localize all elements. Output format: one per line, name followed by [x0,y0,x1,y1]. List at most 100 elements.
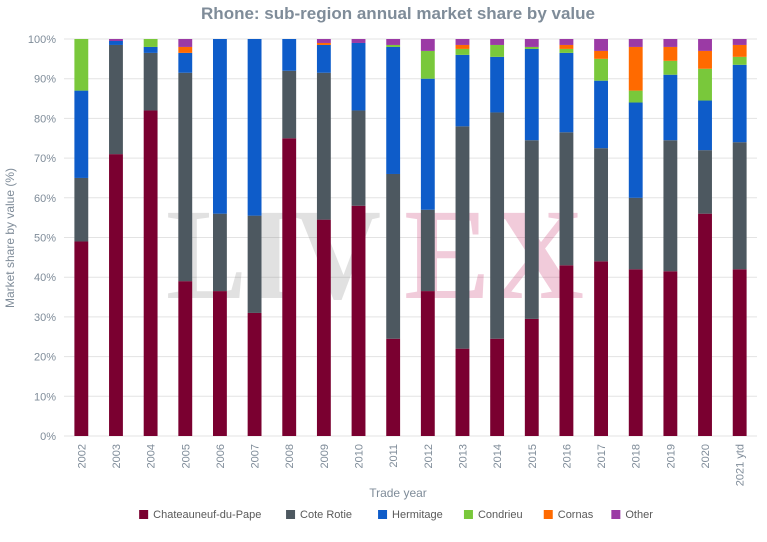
bar-condrieu-2014 [490,44,505,57]
bar-cote-rotie-2008 [282,70,297,139]
bar-cote-rotie-2013 [455,126,470,349]
y-tick-label: 40% [34,272,56,284]
bar-cote-rotie-2020 [698,150,712,214]
bar-other-2016 [559,39,574,45]
bar-hermitage-2013 [455,54,470,127]
bar-condrieu-2017 [594,58,609,81]
bar-hermitage-2008 [282,39,297,71]
legend-label: Chateauneuf-du-Pape [153,509,261,521]
bar-cote-rotie-2010 [351,110,366,206]
legend-label: Cornas [558,509,594,521]
legend-swatch [286,510,296,519]
bar-chateauneuf-du-pape-2010 [351,205,366,436]
y-axis-tick-labels: 0% 10% 20% 30% 40% 50% 60% 70% 80% 90% 100% [28,34,56,443]
bar-cornas-2005 [178,46,193,53]
bar-cornas-2018 [628,46,643,91]
y-tick-label: 0% [40,431,56,443]
bar-condrieu-2016 [559,48,574,53]
bar-cote-rotie-2014 [490,112,505,339]
bar-chateauneuf-du-pape-2014 [490,338,505,436]
bar-condrieu-2004 [143,39,158,47]
bar-other-2014 [490,39,505,45]
bar-cote-rotie-2007 [247,215,262,313]
legend-label: Cote Rotie [300,509,352,521]
bar-cote-rotie-2018 [628,197,643,270]
bar-condrieu-2018 [628,90,643,103]
legend-label: Other [625,509,653,521]
legend-swatch [378,510,388,519]
x-tick-label: 2013 [457,444,469,468]
x-tick-label: 2009 [319,444,331,468]
x-tick-label: 2006 [215,444,227,468]
legend-swatch [463,510,473,519]
y-tick-label: 20% [34,352,56,364]
bar-chateauneuf-du-pape-2012 [420,291,435,436]
bar-condrieu-2013 [455,48,470,55]
bar-hermitage-2016 [559,52,574,133]
x-tick-label: 2019 [665,444,677,468]
y-tick-label: 30% [34,312,56,324]
bar-hermitage-2014 [490,56,505,113]
bar-chateauneuf-du-pape-2018 [628,269,643,436]
bar-other-2015 [524,39,539,47]
x-tick-label: 2020 [700,444,712,468]
bars [74,39,747,437]
bar-condrieu-2002 [74,39,89,91]
bar-other-2012 [420,39,435,51]
x-tick-label: 2018 [631,444,643,468]
bar-condrieu-2021-ytd [732,56,747,65]
liv-ex-watermark: LIV EX [166,183,584,327]
bar-cote-rotie-2017 [594,148,609,262]
bar-cote-rotie-2016 [559,132,574,266]
bar-other-2003 [109,39,123,41]
x-tick-label: 2011 [388,444,400,468]
bar-cornas-2017 [594,50,609,59]
bar-chateauneuf-du-pape-2007 [247,312,262,436]
bar-cote-rotie-2003 [109,44,123,155]
x-tick-label: 2012 [423,444,435,468]
y-tick-label: 10% [34,391,56,403]
bar-hermitage-2021-ytd [732,64,747,143]
x-tick-label: 2017 [596,444,608,468]
x-tick-label: 2005 [180,444,192,468]
y-tick-label: 100% [28,34,56,46]
bar-other-2013 [455,39,470,45]
x-tick-label: 2016 [561,444,573,468]
bar-cote-rotie-2011 [386,173,401,339]
x-tick-label: 2004 [146,444,158,468]
bar-cornas-2019 [663,46,678,61]
bar-chateauneuf-du-pape-2004 [143,110,158,437]
bar-cornas-2020 [698,50,712,69]
bar-chateauneuf-du-pape-2006 [212,291,227,436]
bar-hermitage-2006 [212,39,227,214]
bar-hermitage-2017 [594,80,609,149]
bar-other-2005 [178,39,193,47]
y-tick-label: 50% [34,233,56,245]
bar-condrieu-2011 [386,44,401,47]
bar-cote-rotie-2002 [74,177,89,242]
legend-label: Condrieu [478,509,523,521]
legend-swatch [543,510,553,519]
bar-hermitage-2018 [628,102,643,198]
chart-title: Rhone: sub-region annual market share by… [201,4,595,23]
bar-chateauneuf-du-pape-2011 [386,338,401,436]
bar-condrieu-2020 [698,68,712,101]
bar-hermitage-2011 [386,46,401,174]
bar-chateauneuf-du-pape-2019 [663,271,678,436]
y-axis-title: Market share by value (%) [3,168,17,308]
bar-other-2019 [663,39,678,47]
bar-cote-rotie-2005 [178,72,193,282]
x-tick-label: 2010 [354,444,366,468]
x-tick-label: 2014 [492,444,504,468]
bar-hermitage-2012 [420,78,435,210]
bar-hermitage-2003 [109,40,123,45]
bar-cote-rotie-2009 [316,72,331,220]
bar-chateauneuf-du-pape-2016 [559,265,574,436]
bar-hermitage-2002 [74,90,89,178]
bar-cornas-2016 [559,44,574,49]
x-tick-label: 2021 ytd [735,444,747,486]
bar-other-2021-ytd [732,39,747,45]
bar-hermitage-2004 [143,46,158,53]
